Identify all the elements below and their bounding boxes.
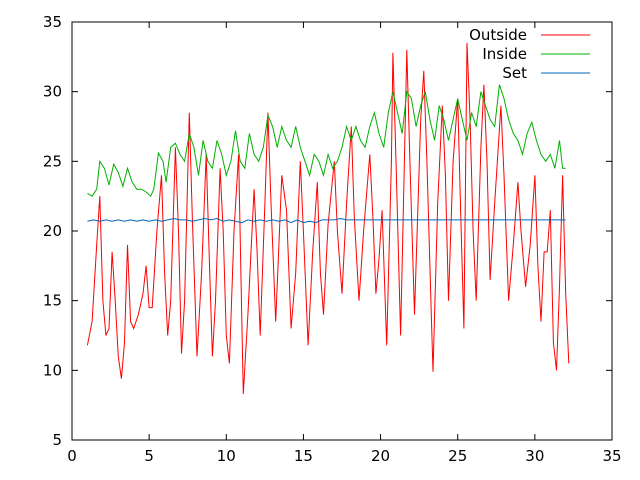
legend-label-set: Set: [502, 64, 527, 82]
y-tick-label: 25: [43, 152, 62, 170]
x-tick-label: 30: [525, 447, 544, 465]
legend-label-outside: Outside: [469, 26, 527, 44]
series-line-inside: [87, 84, 566, 198]
x-tick-label: 25: [448, 447, 467, 465]
legend-label-inside: Inside: [482, 45, 527, 63]
y-tick-label: 5: [52, 431, 62, 449]
y-tick-label: 10: [43, 361, 62, 379]
y-tick-label: 20: [43, 222, 62, 240]
x-tick-label: 15: [294, 447, 313, 465]
x-tick-label: 5: [144, 447, 154, 465]
x-tick-label: 20: [371, 447, 390, 465]
series-line-outside: [86, 42, 570, 395]
y-tick-label: 15: [43, 292, 62, 310]
y-tick-label: 35: [43, 13, 62, 31]
x-tick-label: 0: [67, 447, 77, 465]
x-tick-label: 10: [217, 447, 236, 465]
series-layer: [86, 42, 570, 395]
y-tick-label: 30: [43, 83, 62, 101]
x-tick-label: 35: [602, 447, 621, 465]
series-line-set: [87, 217, 566, 224]
